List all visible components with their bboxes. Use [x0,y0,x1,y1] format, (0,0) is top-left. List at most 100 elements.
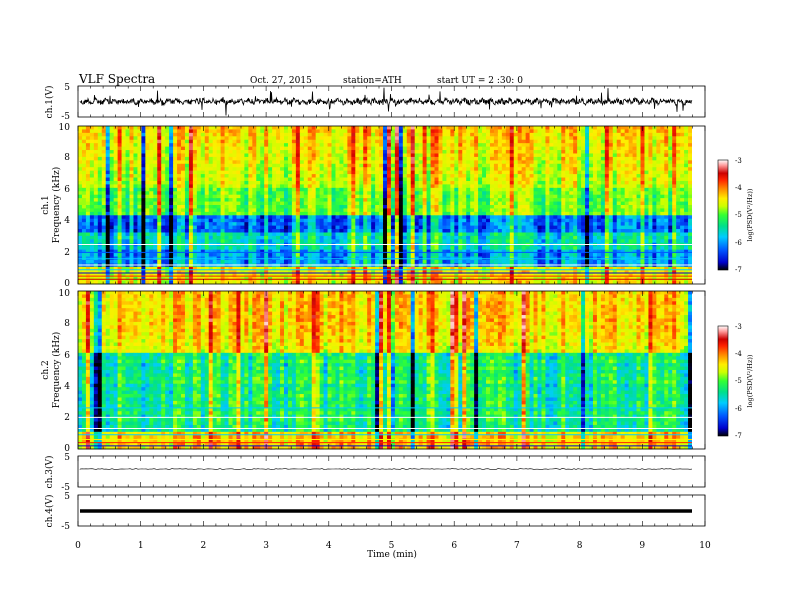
spectrogram-cell [331,225,336,230]
spectrogram-cell [640,225,645,230]
spectrogram-cell [438,170,443,175]
spectrogram-cell [410,163,416,168]
spectrogram-cell [549,208,554,213]
spectrogram-cell [478,174,483,178]
spectrogram-cell [624,194,630,199]
spectrogram-cell [200,205,206,209]
spectrogram-cell [252,150,257,154]
spectrogram-cell [252,129,257,134]
spectrogram-cell [521,160,527,165]
spectrogram-cell [648,218,653,223]
spectrogram-cell [244,163,249,168]
spectrogram-cell [165,211,170,216]
spectrogram-cell [177,150,182,154]
spectrogram-cell [676,222,681,226]
spectrogram-cell [133,132,138,137]
spectrogram-cell [260,146,265,151]
spectrogram-cell [604,153,610,158]
spectrogram-cell [291,177,297,182]
spectrogram-cell [89,132,95,137]
spectrogram-cell [240,167,245,172]
spectrogram-cell [165,132,170,137]
spectrogram-cell [232,180,237,185]
spectrogram-cell [339,232,344,237]
spectrogram-cell [192,139,198,144]
spectrogram-cell [553,180,558,185]
spectrogram-cell [632,198,637,202]
spectrogram-cell [327,150,332,154]
spectrogram-cell [446,150,451,154]
spectrogram-cell [319,132,324,137]
spectrogram-cell [592,167,598,172]
spectrogram-cell [521,222,527,226]
spectrogram-cell [680,129,685,134]
spectrogram-cell [137,174,142,178]
spectrogram-cell [390,143,396,147]
spectrogram-cell [351,132,356,137]
spectrogram-cell [335,205,340,209]
spectrogram-cell [450,211,455,216]
spectrogram-cell [311,170,317,175]
spectrogram-cell [331,163,336,168]
spectrogram-cell [109,235,115,240]
spectrogram-cell [474,229,479,233]
spectrogram-cell [632,187,637,192]
spectrogram-cell [462,150,467,154]
spectrogram-cell [105,229,111,233]
spectrogram-cell [394,129,400,134]
spectrogram-cell [521,218,527,223]
spectrogram-cell [418,170,424,175]
spectrogram-cell [573,132,578,137]
spectrogram-cell [109,218,115,223]
spectrogram-cell [624,156,630,161]
spectrogram-cell [529,215,534,220]
spectrogram-cell [331,222,336,226]
spectrogram-cell [244,191,249,196]
spectrogram-cell [125,150,130,154]
spectrogram-cell [474,191,479,196]
spectrogram-cell [573,229,578,233]
spectrogram-cell [486,191,491,196]
spectrogram-cell [93,143,99,147]
spectrogram-cell [283,187,289,192]
spectrogram-cell [371,211,376,216]
spectrogram-cell [581,153,586,158]
spectrogram-cell [272,229,277,233]
spectrogram-cell [180,198,186,202]
spectrogram-cell [446,156,451,161]
spectrogram-cell [367,160,372,165]
spectrogram-cell [347,163,352,168]
spectrogram-cell [359,139,364,144]
spectrogram-cell [149,180,154,185]
spectrogram-cell [220,143,225,147]
spectrogram-cell [478,232,483,237]
spectrogram-cell [561,194,566,199]
spectrogram-cell [137,167,142,172]
spectrogram-cell [311,139,317,144]
spectrogram-cell [462,184,467,189]
spectrogram-cell [466,160,471,165]
spectrogram-cell [268,153,273,158]
spectrogram-cell [260,174,265,178]
spectrogram-cell [589,136,594,141]
spectrogram-cell [196,163,202,168]
spectrogram-cell [561,163,566,168]
spectrogram-cell [573,211,578,216]
spectrogram-cell [581,229,586,233]
spectrogram-cell [616,136,622,141]
spectrogram-cell [129,167,134,172]
spectrogram-cell [165,229,170,233]
spectrogram-cell [426,139,431,144]
spectrogram-cell [228,177,233,182]
spectrogram-cell [541,177,546,182]
spectrogram-cell [129,232,134,237]
spectrogram-cell [596,163,602,168]
spectrogram-cell [347,156,352,161]
spectrogram-cell [81,229,87,233]
spectrogram-cell [616,208,622,213]
spectrogram-cell [493,187,499,192]
spectrogram-cell [545,139,550,144]
spectrogram-cell [93,222,99,226]
spectrogram-cell [85,136,91,141]
spectrogram-cell [422,153,427,158]
